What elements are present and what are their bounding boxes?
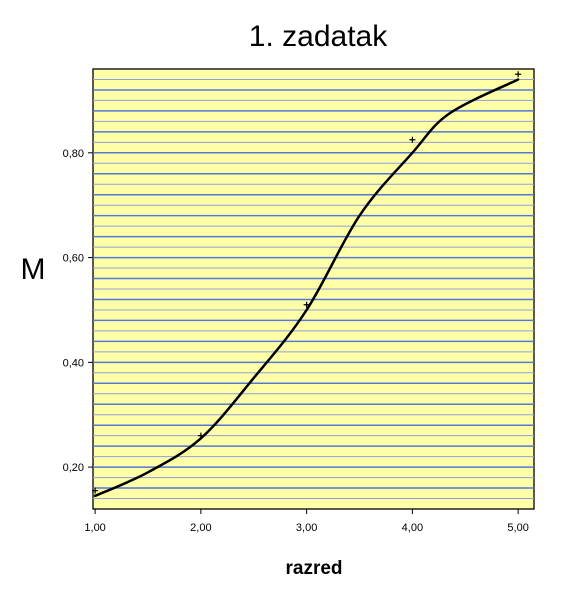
y-tick-label: 0,40 bbox=[63, 357, 84, 369]
x-tick-label: 5,00 bbox=[507, 522, 528, 534]
x-tick-label: 1,00 bbox=[84, 522, 105, 534]
x-axis-label: razred bbox=[285, 558, 342, 579]
x-tick-label: 2,00 bbox=[190, 522, 211, 534]
data-point bbox=[409, 136, 416, 143]
fit-line-layer bbox=[93, 78, 520, 498]
data-point bbox=[197, 432, 204, 439]
y-axis: 0,20 0,40 0,60 0,80 bbox=[63, 148, 93, 474]
fit-line bbox=[93, 78, 520, 498]
y-tick-label: 0,20 bbox=[63, 462, 84, 474]
y-tick-label: 0,80 bbox=[63, 148, 84, 160]
x-axis: 1,00 2,00 3,00 4,00 5,00 bbox=[84, 509, 529, 534]
data-point bbox=[303, 301, 310, 308]
chart-title: 1. zadatak bbox=[249, 20, 388, 53]
x-tick-label: 3,00 bbox=[296, 522, 317, 534]
x-tick-label: 4,00 bbox=[402, 522, 423, 534]
gridlines bbox=[93, 78, 534, 500]
y-axis-label: M bbox=[21, 253, 46, 286]
data-point bbox=[515, 71, 522, 78]
y-tick-label: 0,60 bbox=[63, 253, 84, 265]
data-point bbox=[92, 487, 99, 494]
data-points bbox=[92, 71, 522, 494]
